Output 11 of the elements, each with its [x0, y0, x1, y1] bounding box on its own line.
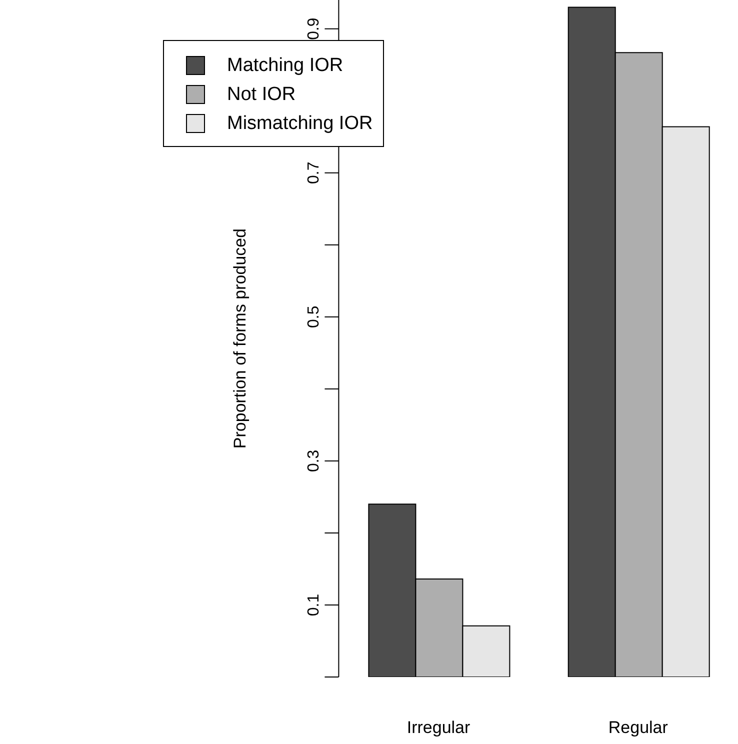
legend-label: Matching IOR	[227, 54, 344, 76]
y-tick-label: 0.1	[306, 594, 323, 616]
y-tick-label: 0.3	[306, 450, 323, 472]
y-tick-label: 0.7	[306, 162, 323, 184]
x-tick-label: Regular	[608, 718, 668, 738]
legend-label: Not IOR	[227, 84, 296, 106]
y-tick-label: 0.9	[306, 18, 323, 40]
y-axis-title: Proportion of forms produced	[230, 228, 250, 449]
y-tick-label: 0.5	[306, 306, 323, 328]
x-tick-label: Irregular	[406, 718, 471, 738]
legend-label: Mismatching IOR	[227, 112, 373, 134]
